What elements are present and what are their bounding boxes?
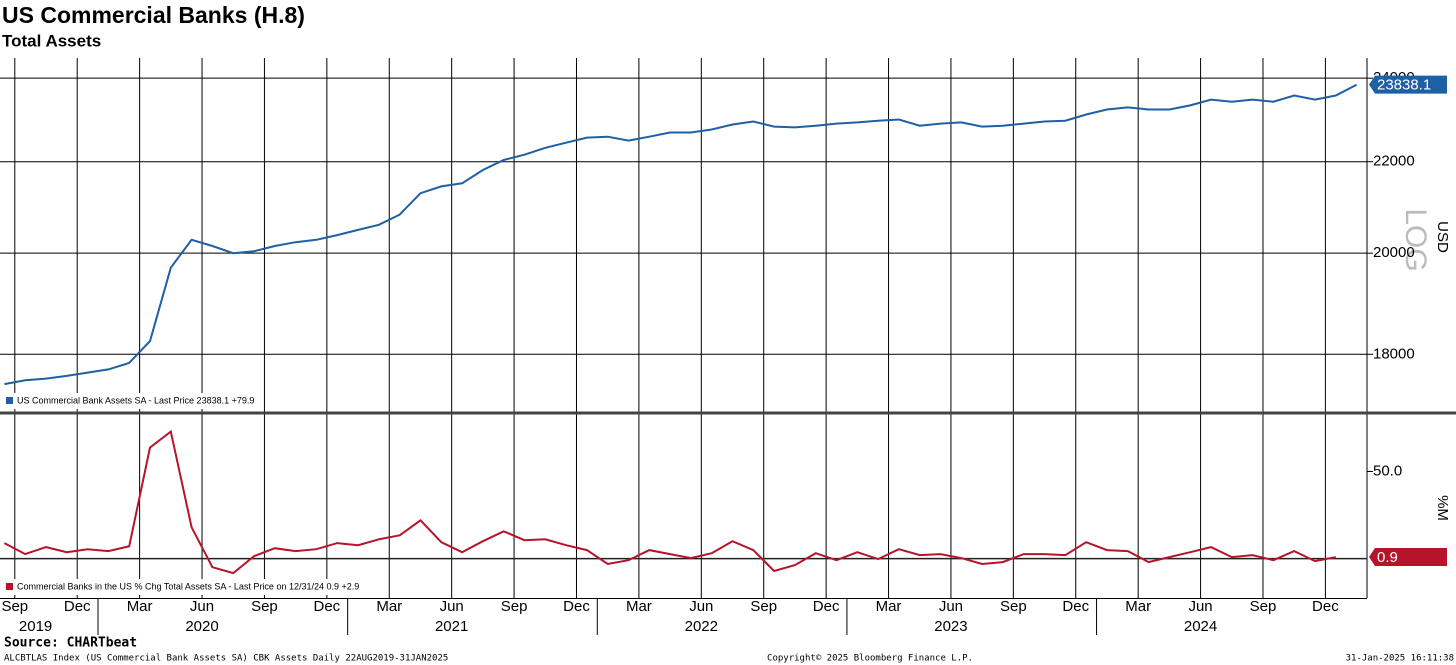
- y-axis-title: %M: [1434, 495, 1451, 521]
- legend-background: [2, 393, 260, 409]
- x-tick-label: Dec: [1062, 598, 1089, 615]
- y-axis-title: USD: [1434, 221, 1451, 253]
- x-tick-label: Sep: [1, 598, 28, 615]
- last-price-box: [1369, 75, 1447, 94]
- x-tick-label: Sep: [750, 598, 777, 615]
- chart-title: US Commercial Banks (H.8): [2, 2, 305, 28]
- x-tick-label: Mar: [626, 598, 652, 615]
- x-tick-label: Dec: [813, 598, 840, 615]
- footer-center: Copyright© 2025 Bloomberg Finance L.P.: [767, 654, 973, 664]
- x-tick-label: Dec: [1312, 598, 1339, 615]
- legend-background: [2, 579, 365, 595]
- y-tick-label: 20000: [1373, 244, 1415, 261]
- year-label: 2022: [685, 618, 718, 635]
- data-line: [3, 429, 1336, 575]
- legend-label: US Commercial Bank Assets SA - Last Pric…: [17, 395, 254, 405]
- x-tick-label: Mar: [127, 598, 153, 615]
- x-tick-label: Dec: [314, 598, 341, 615]
- x-tick-label: Dec: [64, 598, 91, 615]
- chart-subtitle: Total Assets: [2, 31, 101, 50]
- year-label: 2023: [934, 618, 967, 635]
- legend: US Commercial Bank Assets SA - Last Pric…: [2, 393, 260, 409]
- x-tick-label: Mar: [1125, 598, 1151, 615]
- x-tick-label: Sep: [1000, 598, 1027, 615]
- legend-label: Commercial Banks in the US % Chg Total A…: [17, 581, 359, 591]
- x-tick-label: Sep: [1250, 598, 1277, 615]
- x-tick-label: Sep: [501, 598, 528, 615]
- x-tick-label: Jun: [190, 598, 214, 615]
- y-tick-label: 50.0: [1373, 462, 1402, 479]
- footer-right: 31-Jan-2025 16:11:38: [1346, 654, 1454, 664]
- data-line: [4, 83, 1358, 386]
- source: Source: CHARTbeat: [4, 636, 137, 651]
- last-price-label: 23838.1: [1377, 77, 1431, 94]
- year-label: 2024: [1184, 618, 1217, 635]
- x-tick-label: Jun: [1188, 598, 1212, 615]
- x-tick-label: Jun: [939, 598, 963, 615]
- legend-swatch: [6, 583, 13, 590]
- last-price-box: [1369, 548, 1447, 567]
- x-tick-label: Jun: [689, 598, 713, 615]
- x-tick-label: Mar: [376, 598, 402, 615]
- x-tick-label: Sep: [251, 598, 278, 615]
- scale-label: LOG: [1399, 208, 1432, 271]
- y-tick-label: 22000: [1373, 153, 1415, 170]
- y-tick-label: 18000: [1373, 345, 1415, 362]
- year-label: 2020: [185, 618, 218, 635]
- footer-left: ALCBTLAS Index (US Commercial Bank Asset…: [4, 654, 448, 664]
- x-tick-label: Mar: [876, 598, 902, 615]
- last-price-label: 0.9: [1377, 549, 1398, 566]
- legend-swatch: [6, 397, 13, 404]
- year-label: 2021: [435, 618, 468, 635]
- x-tick-label: Jun: [440, 598, 464, 615]
- legend: Commercial Banks in the US % Chg Total A…: [2, 579, 365, 595]
- year-label: 2019: [19, 618, 52, 635]
- x-tick-label: Dec: [563, 598, 590, 615]
